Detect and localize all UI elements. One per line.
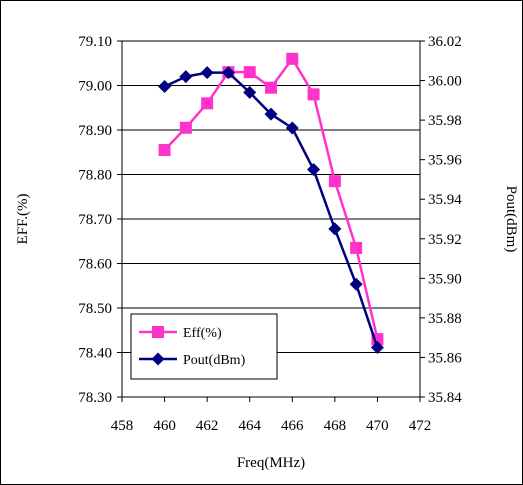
y2-tick-label: 35.98 bbox=[428, 113, 462, 129]
data-point-1 bbox=[307, 88, 320, 101]
data-point-2 bbox=[349, 277, 363, 291]
data-point-2 bbox=[307, 163, 321, 177]
x-tick-label: 462 bbox=[196, 418, 219, 434]
data-point-2 bbox=[158, 79, 172, 93]
y2-tick-label: 35.96 bbox=[428, 153, 462, 169]
y2-tick-label: 35.86 bbox=[428, 350, 462, 366]
legend-marker-1 bbox=[152, 326, 164, 338]
data-point-1 bbox=[243, 66, 256, 79]
y-tick-label: 78.60 bbox=[78, 257, 112, 273]
legend-label-2: Pout(dBm) bbox=[183, 353, 246, 368]
y-tick-label: 78.80 bbox=[78, 168, 112, 184]
y-tick-label: 79.00 bbox=[78, 79, 112, 95]
x-tick-label: 460 bbox=[153, 418, 176, 434]
y-axis-title: EFF.(%) bbox=[15, 194, 31, 245]
y2-tick-label: 35.92 bbox=[428, 232, 462, 248]
data-point-2 bbox=[243, 85, 257, 99]
x-axis-title: Freq(MHz) bbox=[237, 455, 305, 471]
data-point-1 bbox=[265, 81, 277, 94]
data-point-2 bbox=[285, 121, 299, 135]
data-point-2 bbox=[179, 70, 193, 84]
data-point-2 bbox=[264, 107, 278, 121]
x-tick-label: 458 bbox=[111, 418, 134, 434]
x-tick-label: 464 bbox=[238, 418, 261, 434]
y2-tick-label: 35.84 bbox=[428, 390, 462, 406]
data-point-2 bbox=[370, 341, 384, 355]
legend-marker-2 bbox=[151, 352, 165, 366]
y-tick-label: 79.10 bbox=[78, 34, 112, 50]
data-point-2 bbox=[221, 66, 235, 80]
y2-axis-title: Pout(dBm) bbox=[503, 186, 519, 253]
data-point-1 bbox=[350, 241, 363, 254]
legend-label-1: Eff(%) bbox=[183, 326, 222, 341]
data-point-1 bbox=[201, 97, 214, 110]
x-tick-label: 466 bbox=[281, 418, 304, 434]
data-point-1 bbox=[158, 144, 171, 157]
y-tick-label: 78.40 bbox=[78, 346, 112, 362]
data-point-2 bbox=[328, 222, 342, 236]
legend-box bbox=[130, 313, 278, 380]
y-tick-label: 78.90 bbox=[78, 123, 112, 139]
data-point-2 bbox=[200, 66, 214, 80]
y2-tick-label: 36.02 bbox=[428, 34, 462, 50]
y-tick-label: 78.70 bbox=[78, 212, 112, 228]
x-tick-label: 468 bbox=[324, 418, 347, 434]
y-tick-label: 78.30 bbox=[78, 390, 112, 406]
y2-tick-label: 35.90 bbox=[428, 271, 462, 287]
y-tick-label: 78.50 bbox=[78, 301, 112, 317]
y2-tick-label: 35.88 bbox=[428, 311, 462, 327]
data-point-1 bbox=[179, 121, 192, 134]
y2-tick-label: 35.94 bbox=[428, 192, 462, 208]
data-point-1 bbox=[286, 52, 299, 65]
x-tick-label: 470 bbox=[366, 418, 389, 434]
y2-tick-label: 36.00 bbox=[428, 74, 462, 90]
data-point-1 bbox=[328, 175, 341, 188]
x-tick-label: 472 bbox=[409, 418, 432, 434]
